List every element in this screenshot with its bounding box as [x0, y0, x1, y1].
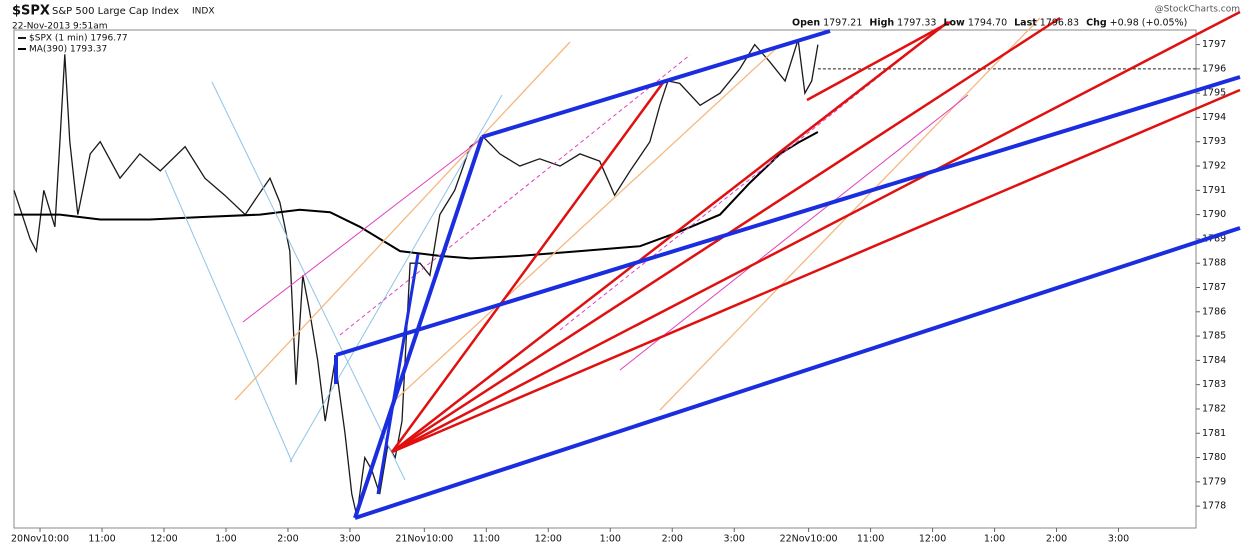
- quote-label: Open: [792, 18, 820, 29]
- y-tick-label: 1788: [1202, 258, 1226, 269]
- y-tick-label: 1793: [1202, 136, 1226, 147]
- trendline: [391, 21, 949, 453]
- x-tick-label: 12:00: [535, 534, 562, 545]
- trendline: [619, 94, 969, 371]
- y-tick-label: 1794: [1202, 112, 1226, 123]
- y-tick-label: 1780: [1202, 452, 1226, 463]
- x-tick-label: 11:00: [473, 534, 500, 545]
- quote-label: High: [869, 18, 894, 29]
- x-tick-label: 12:00: [919, 534, 946, 545]
- quote-value: 1797.21: [823, 18, 862, 29]
- trendline: [353, 136, 484, 519]
- x-tick-label: 1:00: [984, 534, 1005, 545]
- trendline: [289, 94, 503, 463]
- trendline: [164, 169, 293, 463]
- trendline: [481, 29, 831, 139]
- price-line: [14, 131, 819, 260]
- x-tick-label: 21Nov10:00: [395, 534, 453, 545]
- trendline: [559, 51, 911, 331]
- y-tick-label: 1778: [1202, 501, 1226, 512]
- trendline: [354, 226, 1241, 520]
- x-tick-label: 1:00: [600, 534, 621, 545]
- y-tick-label: 1782: [1202, 403, 1226, 414]
- trendline: [335, 75, 1241, 357]
- trendline: [211, 81, 406, 481]
- y-tick-label: 1791: [1202, 185, 1226, 196]
- y-tick-label: 1790: [1202, 209, 1226, 220]
- trendline: [339, 54, 691, 336]
- quote-value: 1797.33: [897, 18, 936, 29]
- exchange: INDX: [192, 7, 214, 17]
- y-tick-label: 1795: [1202, 88, 1226, 99]
- trendline: [806, 20, 951, 102]
- y-tick-label: 1796: [1202, 63, 1226, 74]
- x-tick-label: 2:00: [662, 534, 683, 545]
- legend-label: $SPX (1 min) 1796.77: [29, 34, 128, 44]
- quote-value: +0.98 (+0.05%): [1110, 18, 1188, 29]
- trendline: [391, 88, 1241, 454]
- y-tick-label: 1783: [1202, 379, 1226, 390]
- y-tick-label: 1792: [1202, 161, 1226, 172]
- watermark: @StockCharts.com: [1155, 5, 1240, 15]
- y-tick-label: 1797: [1202, 39, 1226, 50]
- x-tick-label: 3:00: [339, 534, 360, 545]
- x-tick-label: 3:00: [724, 534, 745, 545]
- trendline: [234, 41, 571, 401]
- quote-label: Chg: [1086, 18, 1107, 29]
- y-tick-label: 1787: [1202, 282, 1226, 293]
- chart-subtitle: S&P 500 Large Cap Index: [52, 6, 179, 17]
- y-tick-label: 1789: [1202, 233, 1226, 244]
- quote-value: 1796.83: [1040, 18, 1079, 29]
- y-tick-label: 1785: [1202, 331, 1226, 342]
- trendline: [242, 139, 481, 323]
- x-tick-label: 3:00: [1108, 534, 1129, 545]
- trendline: [390, 79, 667, 453]
- quote-label: Last: [1014, 18, 1037, 29]
- x-tick-label: 20Nov10:00: [11, 534, 69, 545]
- date: 22-Nov-2013 9:51am: [12, 22, 108, 32]
- x-tick-label: 11:00: [88, 534, 115, 545]
- trendline: [376, 253, 420, 495]
- y-tick-label: 1781: [1202, 428, 1226, 439]
- trendline: [391, 10, 1241, 454]
- chart-title: $SPX: [12, 4, 50, 19]
- y-tick-label: 1784: [1202, 355, 1226, 366]
- y-tick-label: 1786: [1202, 306, 1226, 317]
- y-tick-label: 1779: [1202, 476, 1226, 487]
- x-tick-label: 1:00: [215, 534, 236, 545]
- quote-value: 1794.70: [968, 18, 1007, 29]
- trendline: [394, 44, 781, 401]
- x-tick-label: 2:00: [277, 534, 298, 545]
- x-tick-label: 12:00: [150, 534, 177, 545]
- plot-frame: [13, 29, 1197, 529]
- quote-label: Low: [943, 18, 965, 29]
- x-tick-label: 2:00: [1046, 534, 1067, 545]
- x-tick-label: 22Nov10:00: [780, 534, 838, 545]
- x-tick-label: 11:00: [857, 534, 884, 545]
- trendlines: [164, 10, 1241, 520]
- legend-label: MA(390) 1793.37: [29, 45, 107, 55]
